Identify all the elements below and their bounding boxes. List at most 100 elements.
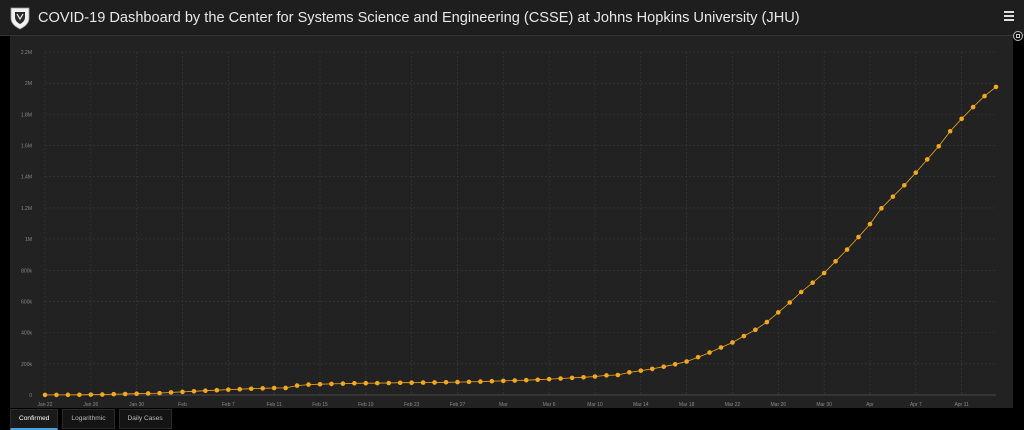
jhu-shield-icon: [10, 7, 30, 30]
y-tick-label: 200k: [21, 362, 32, 368]
data-point: [695, 354, 701, 360]
data-point: [753, 327, 758, 333]
x-tick-label: Jan 30: [129, 402, 144, 408]
confirmed-cases-chart: 0 200k 400k 600k 800k 1M 1.2M 1.4M 1.6M 1.8M 2M 2.2…: [21, 50, 999, 408]
y-tick-label: 1.6M: [21, 144, 32, 150]
data-point: [879, 206, 884, 211]
x-tick-label: Apr: [866, 402, 874, 408]
x-tick-label: Feb 23: [404, 402, 420, 408]
hamburger-menu-icon[interactable]: [1004, 11, 1014, 21]
data-point: [145, 391, 151, 396]
data-point: [363, 380, 369, 386]
data-point: [947, 128, 953, 134]
data-point: [707, 350, 712, 355]
data-point: [374, 380, 380, 386]
data-point: [833, 259, 838, 264]
x-tick-label: Apr 7: [910, 402, 922, 408]
data-point: [718, 345, 724, 350]
y-tick-label: 800k: [21, 268, 32, 274]
tab-daily-cases[interactable]: Daily Cases: [118, 409, 172, 429]
x-tick-label: Feb 11: [267, 402, 282, 408]
y-tick-label: 400k: [21, 331, 32, 337]
data-point: [294, 383, 300, 388]
data-point: [684, 359, 689, 364]
data-point: [352, 380, 357, 386]
data-point: [409, 380, 414, 385]
data-point: [970, 104, 976, 110]
x-tick-label: Feb 7: [222, 402, 235, 408]
data-point: [604, 373, 609, 378]
x-tick-label: Jan 22: [37, 402, 52, 408]
data-point: [512, 378, 518, 383]
data-point: [581, 374, 586, 380]
data-point: [478, 379, 483, 384]
data-point: [226, 387, 231, 392]
tab-logarithmic[interactable]: Logarithmic: [62, 409, 115, 429]
data-point: [523, 377, 529, 383]
data-point: [535, 377, 540, 383]
data-point: [546, 376, 552, 382]
data-point: [420, 380, 426, 385]
data-point: [627, 370, 632, 375]
data-point: [111, 391, 117, 397]
data-point: [764, 319, 770, 325]
x-tick-label: Mar 30: [816, 402, 832, 408]
data-point: [260, 386, 265, 391]
data-point: [329, 381, 334, 387]
data-point: [317, 381, 323, 387]
data-point: [432, 380, 437, 385]
data-point: [867, 221, 873, 227]
data-point: [306, 382, 311, 387]
x-tick-label: Feb 19: [358, 402, 374, 408]
data-point: [821, 270, 827, 276]
data-point: [122, 391, 128, 397]
data-point: [569, 375, 575, 381]
data-point: [65, 392, 71, 398]
data-point: [157, 390, 162, 396]
data-point: [902, 182, 907, 188]
data-point: [776, 310, 781, 315]
x-tick-label: Mar: [499, 402, 508, 408]
data-point: [592, 374, 598, 379]
y-tick-label: 600k: [21, 299, 32, 305]
data-point: [936, 143, 942, 149]
x-tick-label: Feb 15: [312, 402, 328, 408]
data-point: [386, 380, 392, 386]
chart-tabs: Confirmed Logarithmic Daily Cases: [10, 409, 176, 430]
x-tick-label: Feb 27: [450, 402, 466, 408]
confirmed-series-line: [45, 86, 997, 396]
data-point: [180, 389, 185, 395]
data-point: [798, 289, 804, 295]
x-tick-label: Mar 26: [771, 402, 787, 408]
data-point: [856, 234, 861, 240]
page-title: COVID-19 Dashboard by the Center for Sys…: [38, 10, 800, 26]
data-point: [661, 364, 667, 369]
data-point: [248, 386, 254, 392]
expand-icon[interactable]: [1013, 31, 1023, 41]
data-point: [982, 93, 987, 99]
data-point: [340, 381, 346, 386]
x-tick-label: Mar 6: [543, 402, 556, 408]
data-point: [959, 116, 964, 122]
data-point: [615, 372, 621, 378]
data-point: [191, 388, 197, 394]
data-point: [787, 300, 793, 305]
x-tick-label: Mar 14: [633, 402, 649, 408]
x-tick-label: Apr 11: [954, 402, 969, 408]
chart-panel: 0 200k 400k 600k 800k 1M 1.2M 1.4M 1.6M 1.8M 2M 2.2…: [10, 36, 1013, 408]
tab-confirmed[interactable]: Confirmed: [10, 409, 59, 430]
data-point: [741, 333, 747, 339]
data-point: [638, 368, 644, 373]
data-point: [54, 392, 59, 398]
y-tick-label: 1.4M: [21, 175, 32, 181]
y-tick-label: 2.2M: [21, 50, 32, 56]
data-point: [501, 378, 506, 384]
data-point: [913, 170, 919, 175]
data-point: [443, 380, 449, 385]
data-point: [283, 385, 288, 391]
data-point: [168, 390, 174, 395]
data-point: [397, 380, 403, 386]
x-tick-label: Feb: [178, 402, 187, 408]
data-point: [730, 340, 735, 345]
data-point: [134, 391, 139, 397]
